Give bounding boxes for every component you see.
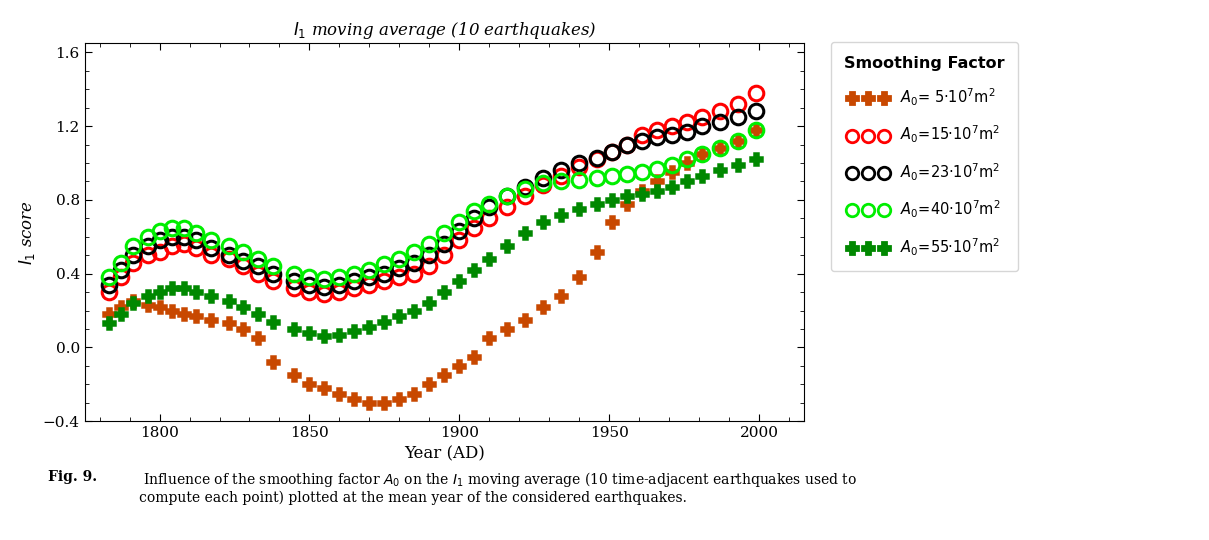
Legend: $A_0$= 5·10$^7$m$^2$, $A_0$=15·10$^7$m$^2$, $A_0$=23·10$^7$m$^2$, $A_0$=40·10$^7: $A_0$= 5·10$^7$m$^2$, $A_0$=15·10$^7$m$^… <box>831 43 1018 271</box>
Y-axis label: $I_1$ score: $I_1$ score <box>17 200 37 265</box>
Text: Fig. 9.: Fig. 9. <box>48 470 98 484</box>
Text: Influence of the smoothing factor $A_0$ on the $I_1$ moving average (10 time-adj: Influence of the smoothing factor $A_0$ … <box>139 470 857 505</box>
Title: $I_1$ moving average (10 earthquakes): $I_1$ moving average (10 earthquakes) <box>293 20 596 41</box>
X-axis label: Year (AD): Year (AD) <box>404 446 485 463</box>
